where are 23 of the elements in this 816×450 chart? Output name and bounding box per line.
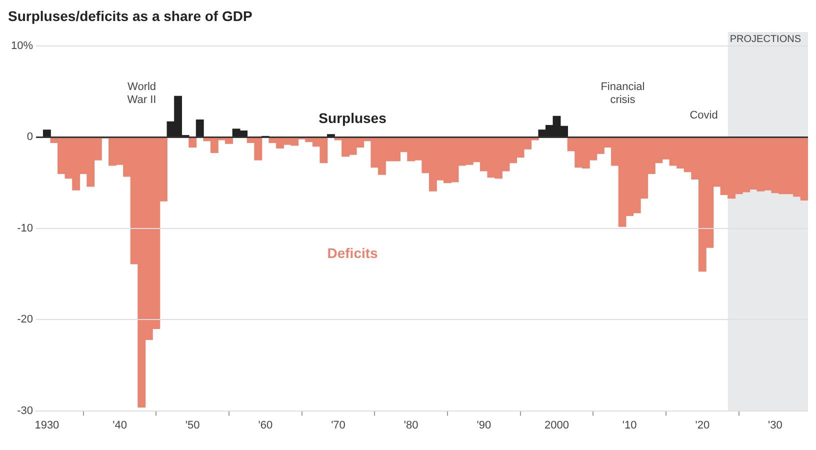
x-tick-label: '80 [404,419,418,432]
x-tick-label: '40 [112,419,127,432]
y-tick-label: 0 [26,131,34,144]
chart-title: Surpluses/deficits as a share of GDP [8,8,254,24]
x-tick-label: '90 [476,419,492,432]
annotation: Deficits [327,244,378,261]
y-tick-label: -30 [17,404,34,417]
y-tick-label: -10 [17,222,34,234]
x-tick-label: '20 [695,419,710,432]
x-tick-label: '30 [768,419,782,432]
x-tick-label: 1930 [34,419,60,432]
band-label: PROJECTIONS [730,34,802,45]
y-tick-label: 10% [10,40,34,52]
annotation: Financial crisis [600,80,645,106]
y-tick-label: -20 [17,314,34,326]
x-tick-label: 2000 [544,419,569,432]
x-tick-label: '10 [622,419,637,432]
x-tick-label: '50 [185,419,200,432]
annotation: Covid [690,109,718,122]
annotation: Surpluses [318,110,387,126]
annotation: World War II [127,80,156,106]
x-tick-label: '70 [331,419,346,432]
x-tick-label: '60 [258,419,273,432]
